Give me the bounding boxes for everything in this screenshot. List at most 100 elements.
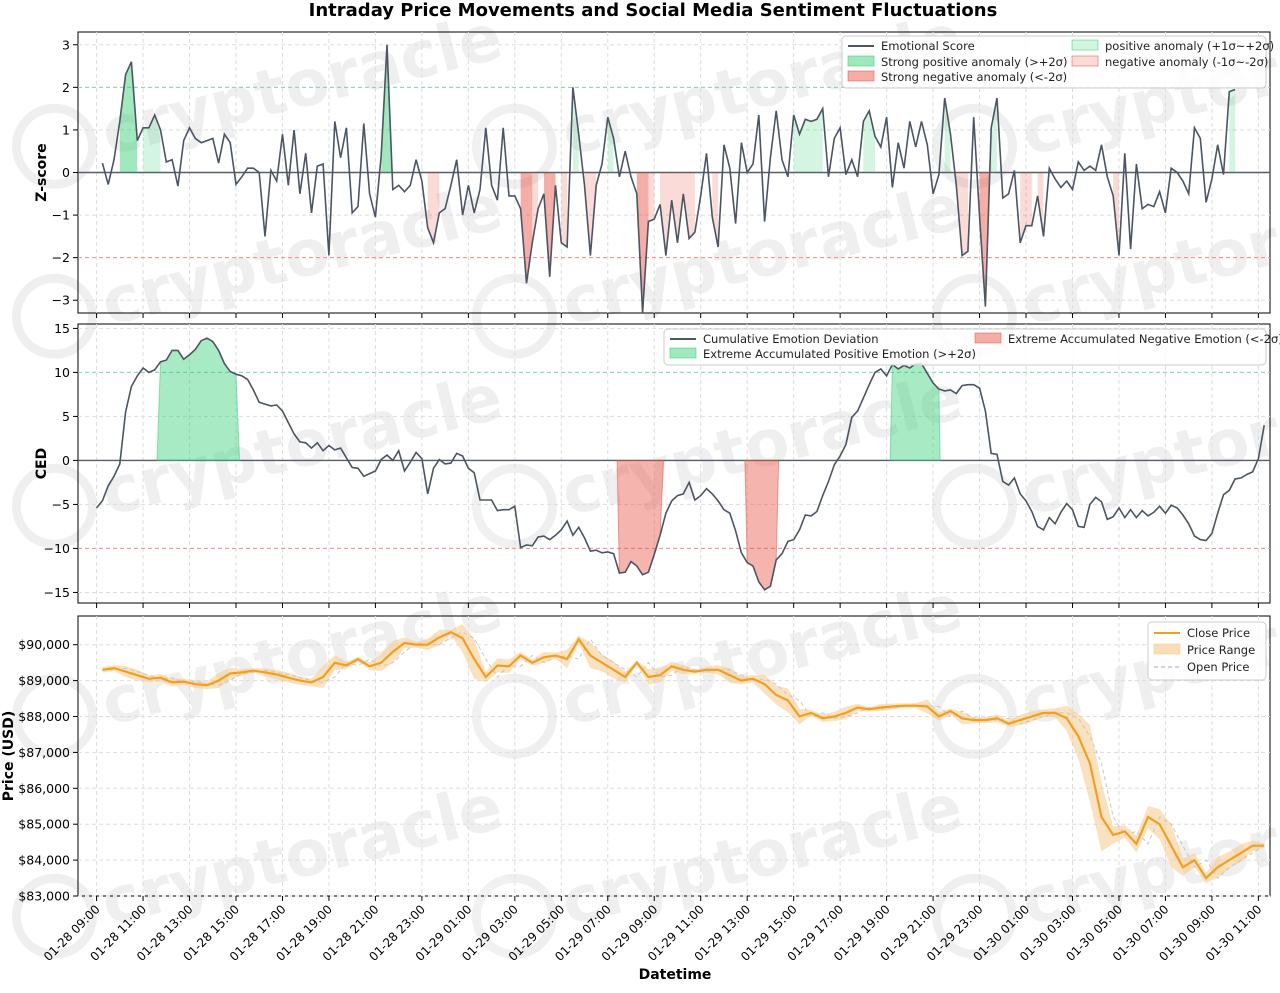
anomaly-fill <box>863 110 870 173</box>
y-tick-label: −3 <box>52 293 70 308</box>
legend-label: positive anomaly (+1σ~+2σ) <box>1105 39 1274 53</box>
y-tick-label: $86,000 <box>18 781 70 796</box>
watermark-text: cryptoracle <box>554 570 969 741</box>
anomaly-fill <box>607 117 614 173</box>
legend-label: Close Price <box>1187 626 1250 640</box>
panel-frame <box>77 323 1271 604</box>
anomaly-fill <box>526 172 533 284</box>
y-tick-label: −5 <box>52 497 70 512</box>
watermark-logo <box>931 463 1017 549</box>
anomaly-fill <box>119 74 126 173</box>
watermark-6: cryptoracle <box>11 360 510 549</box>
watermark-0: cryptoracle <box>11 0 510 189</box>
y-tick-label: −2 <box>52 250 70 265</box>
legend-swatch-patch <box>974 332 1002 344</box>
extreme-fill-negative <box>616 459 665 576</box>
y-tick-label: 3 <box>62 37 70 52</box>
watermark-text: cryptoracle <box>94 360 509 531</box>
watermark-text: cryptoracle <box>554 770 969 941</box>
y-tick-label: $84,000 <box>18 853 70 868</box>
anomaly-fill <box>433 172 440 243</box>
watermark-logo <box>931 103 1017 189</box>
legend-swatch-patch <box>1153 643 1181 655</box>
y-tick-label: 15 <box>54 321 70 336</box>
x-axis-label: Datetime <box>639 967 712 983</box>
anomaly-fill <box>561 172 568 248</box>
anomaly-fill <box>1026 172 1032 226</box>
anomaly-fill <box>671 172 678 243</box>
y-axis-label: CED <box>34 448 50 479</box>
legend-swatch-patch <box>1071 55 1099 67</box>
y-tick-label: $87,000 <box>18 745 70 760</box>
anomaly-fill <box>1020 172 1027 243</box>
y-tick-label: $83,000 <box>18 889 70 904</box>
watermark-10: cryptoracle <box>471 570 970 759</box>
legend-label: Emotional Score <box>881 39 975 53</box>
watermark-logo <box>471 103 557 189</box>
legend-label: Cumulative Emotion Deviation <box>703 332 879 346</box>
legend-frame <box>663 328 1267 366</box>
y-tick-label: 0 <box>62 165 70 180</box>
y-tick-label: 0 <box>62 453 70 468</box>
legend-label: negative anomaly (-1σ~-2σ) <box>1105 55 1268 69</box>
watermark-text: cryptoracle <box>554 170 969 341</box>
ced-line <box>95 337 1265 591</box>
y-tick-label: 5 <box>62 409 70 424</box>
watermark-logo <box>11 873 97 959</box>
legend-swatch-patch <box>1071 39 1099 51</box>
legend-label: Extreme Accumulated Negative Emotion (<-… <box>1008 332 1280 346</box>
close-price-line <box>102 630 1265 880</box>
watermark-logo <box>471 463 557 549</box>
legend-frame <box>1147 621 1267 681</box>
legend-label: Open Price <box>1187 660 1249 674</box>
anomaly-fill <box>154 115 161 173</box>
watermark-text: cryptoracle <box>94 770 509 941</box>
anomaly-fill <box>962 172 968 256</box>
anomaly-fill <box>793 115 800 173</box>
watermark-9: cryptoracle <box>11 570 510 759</box>
watermark-logo <box>11 463 97 549</box>
watermark-logo <box>471 673 557 759</box>
watermark-text: cryptoracle <box>1014 360 1280 531</box>
watermark-text: cryptoracle <box>1014 170 1280 341</box>
anomaly-fill <box>143 127 149 173</box>
watermark-logo <box>11 673 97 759</box>
anomaly-fill <box>532 172 539 243</box>
legend-price: Close Price Price Range Open Price <box>1147 621 1267 681</box>
legend-label: Strong positive anomaly (>+2σ) <box>881 55 1067 69</box>
chart-title: Intraday Price Movements and Social Medi… <box>309 0 998 21</box>
anomaly-fill <box>148 115 155 173</box>
legend-zscore: Emotional Score Strong positive anomaly (… <box>841 35 1274 89</box>
panel-ced: −15 −10 −5 0 5 10 15 CED Cumulative Emotion Devi… <box>34 321 1280 608</box>
legend-label: Price Range <box>1187 643 1255 657</box>
watermark-logo <box>11 273 97 359</box>
y-tick-label: $89,000 <box>18 673 70 688</box>
watermark-text: cryptoracle <box>94 170 509 341</box>
anomaly-fill <box>572 87 579 173</box>
emotional-score-line <box>101 44 1236 314</box>
legend-swatch-patch <box>847 70 875 82</box>
watermark-logo <box>931 673 1017 759</box>
panel-price: $83,000 $84,000 $85,000 $86,000 $87,000 $88,0… <box>1 615 1271 904</box>
legend-frame <box>841 35 1267 89</box>
anomaly-fill <box>805 119 812 173</box>
watermark-text: cryptoracle <box>94 570 509 741</box>
anomaly-fill <box>816 108 823 173</box>
legend-swatch-patch <box>669 347 697 359</box>
watermark-8: cryptoracle <box>931 360 1280 549</box>
y-tick-label: 2 <box>62 80 70 95</box>
y-tick-label: $88,000 <box>18 709 70 724</box>
legend-label: Extreme Accumulated Positive Emotion (>+… <box>703 347 976 361</box>
watermark-1: cryptoracle <box>471 0 970 189</box>
y-tick-label: $85,000 <box>18 817 70 832</box>
anomaly-fill <box>1037 172 1044 237</box>
y-tick-label: −10 <box>44 541 70 556</box>
anomaly-fill <box>712 172 719 248</box>
watermark-logo <box>11 103 97 189</box>
watermark-logo <box>931 873 1017 959</box>
anomaly-fill <box>125 61 132 173</box>
watermark-logo <box>471 873 557 959</box>
y-axis-label: Z-score <box>34 143 50 201</box>
